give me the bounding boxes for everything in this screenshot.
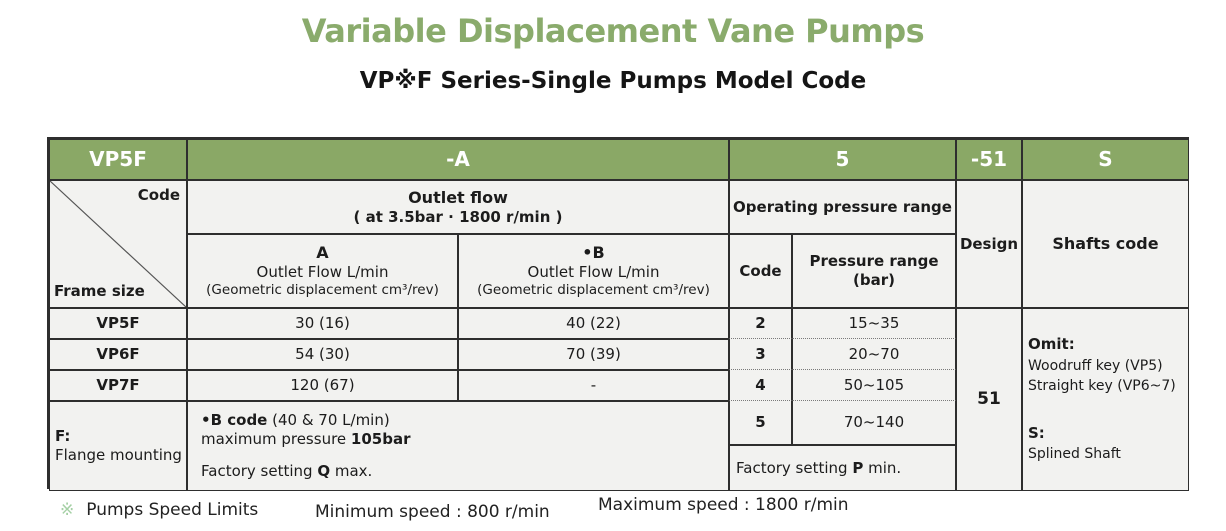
flange-mounting-note: F: Flange mounting: [49, 401, 187, 491]
frame-row-label: VP5F: [49, 308, 187, 339]
flow-a-value: 30 (16): [187, 308, 458, 339]
factory-q-post: max.: [330, 462, 373, 481]
column-a-code: A: [316, 243, 329, 263]
speed-limits-label: Pumps Speed Limits: [86, 500, 259, 520]
reference-mark-icon: ※: [60, 500, 75, 520]
b-code-bold: •B code: [201, 410, 268, 429]
flow-b-value: 70 (39): [458, 339, 729, 370]
shaft-s-line: Splined Shaft: [1028, 446, 1121, 463]
frame-row-label: VP6F: [49, 339, 187, 370]
diagonal-divider: [50, 181, 186, 307]
shaft-omit-line2: Straight key (VP6~7): [1028, 378, 1176, 395]
factory-q-bold: Q: [317, 462, 331, 481]
frame-row-label: VP7F: [49, 370, 187, 401]
flow-b-value: 40 (22): [458, 308, 729, 339]
model-code-mounting: -A: [187, 139, 729, 180]
model-code-frame: VP5F: [49, 139, 187, 180]
b-code-line2: maximum pressure 105bar: [201, 430, 410, 449]
column-a-header: A Outlet Flow L/min (Geometric displacem…: [187, 234, 458, 308]
model-code-design: -51: [956, 139, 1022, 180]
b-code-note: •B code (40 & 70 L/min) maximum pressure…: [187, 401, 729, 491]
column-b-header: •B Outlet Flow L/min (Geometric displace…: [458, 234, 729, 308]
pressure-code-value: 2: [729, 308, 792, 339]
factory-q-pre: Factory setting: [201, 462, 318, 481]
outlet-flow-title: Outlet flow: [408, 187, 508, 207]
operating-pressure-header: Operating pressure range: [729, 180, 956, 234]
design-header: Design: [956, 180, 1022, 308]
max-pressure-value: 105bar: [350, 429, 411, 448]
factory-p-pre: Factory setting: [736, 458, 853, 477]
flow-a-value: 120 (67): [187, 370, 458, 401]
column-b-unit: Outlet Flow L/min: [527, 263, 660, 282]
model-code-shaft: S: [1022, 139, 1189, 180]
design-value: 51: [956, 308, 1022, 491]
b-code-line1: •B code (40 & 70 L/min): [201, 411, 390, 430]
pressure-range-value: 20~70: [792, 339, 956, 370]
column-a-unit: Outlet Flow L/min: [256, 263, 389, 282]
column-b-displacement: (Geometric displacement cm³/rev): [477, 281, 710, 298]
shafts-code-content: Omit: Woodruff key (VP5) Straight key (V…: [1022, 308, 1189, 491]
page-subtitle: VP※F Series-Single Pumps Model Code: [359, 68, 867, 94]
factory-setting-q: Factory setting Q max.: [201, 462, 372, 481]
pressure-code-value: 5: [729, 401, 792, 445]
flange-label: Flange mounting: [55, 446, 182, 464]
model-code-table: VP5F -A 5 -51 S Code Frame size Outlet f…: [47, 137, 1189, 491]
pumps-speed-limits-note: ※ Pumps Speed Limits: [60, 500, 258, 520]
outlet-flow-header: Outlet flow ( at 3.5bar · 1800 r/min ): [187, 180, 729, 234]
pressure-code-value: 4: [729, 370, 792, 401]
pressure-range-value: 15~35: [792, 308, 956, 339]
model-code-pressure: 5: [729, 139, 956, 180]
shafts-code-header: Shafts code: [1022, 180, 1189, 308]
column-a-displacement: (Geometric displacement cm³/rev): [206, 281, 439, 298]
max-pressure-label: maximum pressure: [201, 429, 351, 448]
minimum-speed-note: Minimum speed : 800 r/min: [315, 502, 550, 522]
corner-header-cell: Code Frame size: [49, 180, 187, 308]
factory-setting-p: Factory setting P min.: [729, 445, 956, 491]
flange-code: F:: [55, 427, 71, 446]
pressure-range-header: Pressure range (bar): [792, 234, 956, 308]
outlet-flow-conditions: ( at 3.5bar · 1800 r/min ): [353, 207, 563, 226]
b-code-rest: (40 & 70 L/min): [267, 410, 390, 429]
shaft-omit-line1: Woodruff key (VP5): [1028, 358, 1163, 375]
column-b-code: •B: [582, 243, 605, 263]
maximum-speed-note: Maximum speed : 1800 r/min: [598, 495, 849, 515]
factory-p-bold: P: [852, 458, 864, 477]
corner-code-label: Code: [137, 186, 180, 204]
pressure-range-value: 50~105: [792, 370, 956, 401]
pressure-range-value: 70~140: [792, 401, 956, 445]
pressure-code-header: Code: [729, 234, 792, 308]
page-title: Variable Displacement Vane Pumps: [301, 12, 925, 50]
pressure-range-title: Pressure range: [809, 252, 939, 271]
factory-p-line: Factory setting P min.: [736, 459, 901, 478]
shaft-s-label: S:: [1028, 423, 1045, 442]
shaft-omit-label: Omit:: [1028, 335, 1075, 354]
flow-b-value: -: [458, 370, 729, 401]
pressure-range-unit: (bar): [853, 271, 895, 289]
factory-p-post: min.: [863, 458, 902, 477]
pressure-code-value: 3: [729, 339, 792, 370]
corner-frame-size-label: Frame size: [54, 282, 145, 301]
flow-a-value: 54 (30): [187, 339, 458, 370]
